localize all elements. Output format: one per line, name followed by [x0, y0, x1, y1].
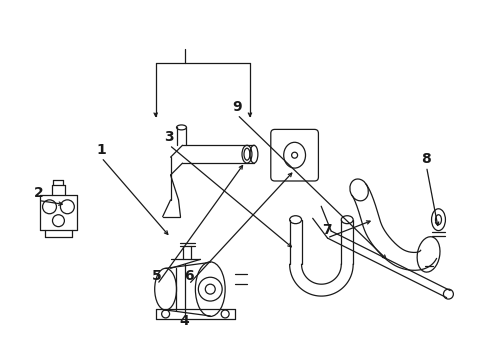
Text: 7: 7 — [322, 223, 331, 237]
Text: 9: 9 — [232, 100, 242, 114]
Text: 2: 2 — [33, 185, 43, 199]
Text: 5: 5 — [152, 269, 162, 283]
Text: 1: 1 — [96, 143, 106, 157]
Text: 8: 8 — [421, 152, 430, 166]
Text: 6: 6 — [183, 269, 193, 283]
Text: 3: 3 — [164, 130, 174, 144]
Text: 4: 4 — [179, 314, 188, 328]
